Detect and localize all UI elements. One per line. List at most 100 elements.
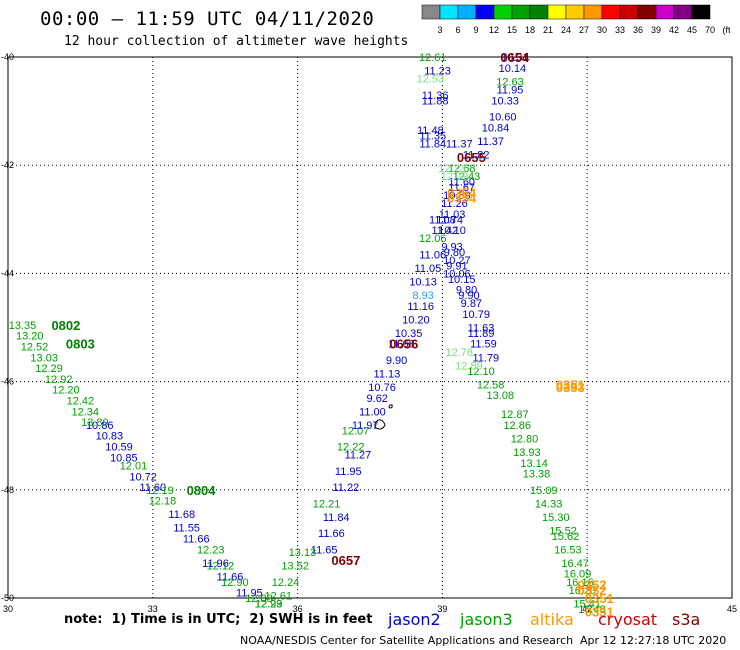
swh-value: 12.99 <box>255 598 283 610</box>
swh-value: 11.35 <box>419 130 446 142</box>
pass-label: 0803 <box>66 337 95 352</box>
swh-value: 12.86 <box>503 420 531 432</box>
swh-value: 11.66 <box>217 571 244 583</box>
colorbar-tick: 27 <box>579 25 589 35</box>
colorbar-swatch <box>691 4 711 20</box>
swh-value: 10.31 <box>501 52 529 64</box>
pass-label: 0352 <box>578 577 607 592</box>
pass-label: 0656 <box>389 337 418 352</box>
swh-value: 13.20 <box>16 331 44 343</box>
swh-value: 10.15 <box>448 274 476 286</box>
legend-item-jason3: jason3 <box>460 610 513 629</box>
swh-value: 10.20 <box>402 314 430 326</box>
pass-label: 0802 <box>51 318 80 333</box>
legend-item-cryosat: cryosat <box>598 610 658 629</box>
swh-value: 12.53 <box>417 74 445 86</box>
swh-value: 11.60 <box>448 176 475 188</box>
swh-value: 9.91 <box>446 260 467 272</box>
pass-label: 0351 <box>585 591 614 606</box>
swh-value: 12.58 <box>477 379 505 391</box>
footer-note: note: 1) Time is in UTC; 2) SWH is in fe… <box>64 612 373 627</box>
swh-value: 11.82 <box>463 149 490 161</box>
swh-value: 12.34 <box>71 406 99 418</box>
swh-value: 12.63 <box>496 76 524 88</box>
swh-value: 12.89 <box>455 360 483 372</box>
lat-tick-label: -40 <box>1 52 14 62</box>
swh-value: 16.47 <box>561 558 589 570</box>
colorbar-tick: 45 <box>687 25 697 35</box>
lon-tick-label: 39 <box>437 604 447 614</box>
lon-tick-label: 45 <box>727 604 737 614</box>
swh-value: 9.87 <box>461 298 482 310</box>
swh-value: 10.33 <box>491 95 519 107</box>
swh-value: 16.53 <box>554 544 582 556</box>
lat-lon-grid <box>8 57 732 598</box>
pass-label: 0352 <box>578 583 607 598</box>
swh-value: 12.22 <box>337 442 365 454</box>
swh-value: 12.24 <box>272 577 300 589</box>
swh-value: 12.42 <box>67 396 95 408</box>
pass-label: 0654 <box>500 50 530 65</box>
colorbar-tick: (ft) <box>723 25 731 35</box>
pass-label: 0351 <box>556 377 585 392</box>
swh-value: 12.88 <box>245 593 273 605</box>
swh-value: 11.65 <box>311 544 338 556</box>
lon-tick-label: 42 <box>582 604 592 614</box>
swh-value: 12.12 <box>207 561 235 573</box>
swh-value: 10.84 <box>482 122 510 134</box>
swh-value: 11.36 <box>422 90 449 102</box>
swh-value: 12.43 <box>453 171 481 183</box>
swh-value: 9.93 <box>441 241 462 253</box>
legend-item-jason2: jason2 <box>388 610 441 629</box>
swh-value: 11.27 <box>345 450 372 462</box>
swh-value: 12.73 <box>438 163 466 175</box>
swh-value: 10.14 <box>499 63 527 75</box>
pass-labels: 0654065503540354065603510353080208030804… <box>51 50 613 620</box>
swh-value: 10.35 <box>395 328 423 340</box>
swh-value: 13.03 <box>30 352 58 364</box>
colorbar-tick: 30 <box>597 25 607 35</box>
credit-line: NOAA/NESDIS Center for Satellite Applica… <box>240 634 574 647</box>
swh-value: 12.78 <box>446 347 474 359</box>
swh-value: 8.93 <box>412 290 433 302</box>
swh-value: 15.09 <box>530 485 558 497</box>
swh-value: 12.18 <box>149 496 177 508</box>
lat-tick-label: -50 <box>1 593 14 603</box>
map-subtitle: 12 hour collection of altimeter wave hei… <box>64 34 409 49</box>
swh-value: 10.72 <box>129 471 157 483</box>
swh-value: 11.37 <box>446 139 473 151</box>
pass-label: 0804 <box>187 483 217 498</box>
swh-value: 11.42 <box>431 225 458 237</box>
swh-value: 10.60 <box>489 112 517 124</box>
swh-value: 10.06 <box>443 268 471 280</box>
colorbar-tick: 21 <box>543 25 553 35</box>
swh-value: 11.96 <box>202 558 229 570</box>
swh-value: 13.13 <box>289 547 317 559</box>
swh-value: 12.20 <box>52 385 80 397</box>
swh-value: 13.93 <box>513 447 541 459</box>
swh-value: 9.80 <box>444 247 465 259</box>
swh-value: 15.30 <box>542 512 570 524</box>
swh-value: 12.52 <box>21 341 49 353</box>
colorbar-tick: 33 <box>615 25 625 35</box>
swh-value: 11.13 <box>374 368 401 380</box>
swh-value: 12.19 <box>146 485 174 497</box>
swh-value: 11.84 <box>323 512 350 524</box>
lat-tick-label: -48 <box>1 485 14 495</box>
lon-tick-label: 30 <box>3 604 13 614</box>
swh-value: 15.52 <box>549 525 577 537</box>
lon-tick-label: 33 <box>148 604 158 614</box>
colorbar-tick: 6 <box>455 25 460 35</box>
swh-value: 15.48 <box>578 604 606 616</box>
swh-value: 12.07 <box>342 425 370 437</box>
colorbar-tick: 39 <box>651 25 661 35</box>
swh-value: 11.26 <box>441 198 468 210</box>
legend-item-s3a: s3a <box>672 610 701 629</box>
plot-frame <box>7 56 733 599</box>
swh-value: 12.01 <box>120 460 148 472</box>
swh-value: 12.90 <box>221 577 249 589</box>
colorbar-tick: 42 <box>669 25 679 35</box>
swh-value: 11.66 <box>183 533 210 545</box>
